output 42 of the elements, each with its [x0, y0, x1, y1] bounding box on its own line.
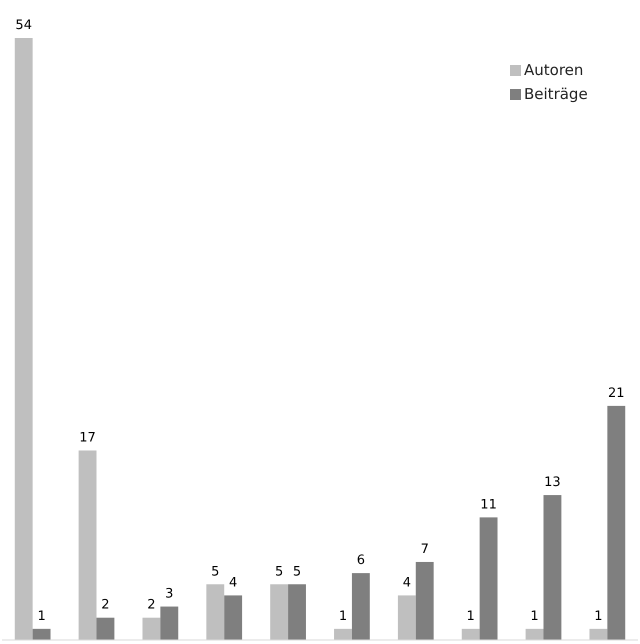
bar	[398, 595, 416, 640]
data-label: 2	[101, 598, 110, 613]
data-label: 1	[466, 608, 475, 624]
bar	[589, 628, 608, 640]
bar	[352, 573, 370, 640]
data-label: 4	[229, 575, 238, 590]
data-label: 17	[79, 430, 96, 446]
data-label: 5	[211, 564, 220, 580]
data-label: 7	[420, 542, 429, 557]
data-label: 3	[165, 586, 174, 602]
bar	[288, 584, 306, 640]
data-label: 21	[608, 386, 625, 401]
legend-label: Autoren	[524, 61, 584, 79]
data-label: 2	[147, 598, 156, 613]
bar	[416, 562, 434, 640]
data-label: 5	[274, 564, 284, 580]
bar	[607, 406, 626, 640]
bar	[480, 517, 498, 640]
bar	[32, 628, 51, 640]
bar	[78, 450, 97, 640]
data-label: 11	[480, 497, 497, 512]
data-label: 54	[15, 18, 32, 33]
data-label: 1	[594, 608, 603, 624]
data-label: 13	[544, 475, 561, 490]
bar	[160, 606, 178, 640]
bar	[206, 584, 224, 640]
data-label: 6	[356, 553, 366, 568]
bar	[543, 495, 562, 640]
bar	[526, 628, 544, 640]
bar	[96, 618, 114, 640]
data-label: 1	[338, 608, 348, 624]
bar	[270, 584, 288, 640]
data-label: 4	[402, 575, 411, 590]
bar	[334, 628, 352, 640]
data-label: 5	[292, 564, 302, 580]
data-label: 1	[530, 608, 539, 624]
bar	[14, 38, 33, 640]
bar	[462, 628, 480, 640]
data-label: 1	[37, 608, 46, 624]
bar	[224, 595, 242, 640]
legend-label: Beiträge	[524, 85, 588, 103]
bar	[142, 618, 160, 640]
